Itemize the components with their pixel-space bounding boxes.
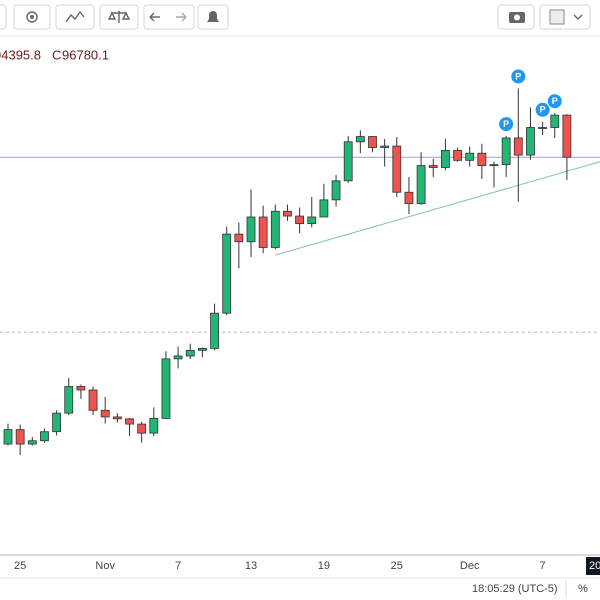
candle-body xyxy=(465,152,475,161)
candle-body xyxy=(416,165,426,205)
current-date-box xyxy=(586,557,600,575)
candle-body xyxy=(283,210,292,217)
indicators-button[interactable] xyxy=(55,4,95,30)
readout-close: 96780.1 xyxy=(62,47,109,62)
candle-body xyxy=(319,199,329,218)
candle-body xyxy=(125,418,134,425)
candle-body xyxy=(173,355,183,360)
candle-body xyxy=(197,347,207,351)
candle-body xyxy=(27,440,37,445)
candle-body xyxy=(343,141,353,182)
event-marker xyxy=(535,102,550,117)
candle-body xyxy=(526,127,535,156)
candle-body xyxy=(137,423,147,434)
candle-body xyxy=(210,312,219,349)
candle-body xyxy=(222,233,232,314)
candle-body xyxy=(501,137,511,166)
event-marker xyxy=(511,69,526,84)
readout-low: 94395.8 xyxy=(0,47,41,62)
event-marker-label: P xyxy=(503,119,509,129)
candle-body xyxy=(440,149,450,168)
candle-body xyxy=(258,216,268,248)
current-date-label: 20 xyxy=(589,560,600,572)
x-tick-label: 25 xyxy=(14,560,26,572)
candle-body xyxy=(295,215,305,225)
readout-close-prefix: C xyxy=(52,47,61,62)
candle-body xyxy=(562,114,572,158)
x-tick-label: 7 xyxy=(540,560,546,572)
x-tick-label: Dec xyxy=(460,560,480,572)
candle-body xyxy=(513,137,523,156)
candle-body xyxy=(64,386,74,414)
event-marker-label: P xyxy=(515,71,521,81)
candle-body xyxy=(477,152,487,166)
button[interactable] xyxy=(0,4,7,30)
candle-body xyxy=(88,389,98,411)
color-button[interactable] xyxy=(539,4,591,30)
candle-body xyxy=(550,114,560,128)
candle-body xyxy=(234,233,244,243)
x-tick-label: 13 xyxy=(245,560,257,572)
x-tick-label: Nov xyxy=(95,560,115,572)
candle-body xyxy=(246,216,256,243)
event-marker-label: P xyxy=(552,96,558,106)
candle-body xyxy=(538,127,547,129)
candle-body xyxy=(489,164,499,167)
candle-body xyxy=(331,180,341,201)
percent-toggle[interactable]: % xyxy=(578,583,588,595)
trend-line xyxy=(275,161,600,256)
candle-body xyxy=(270,210,280,248)
candle-body xyxy=(149,417,159,434)
candle-body xyxy=(3,429,13,445)
candle-body xyxy=(380,145,390,148)
x-tick-label: 7 xyxy=(175,560,181,572)
candle-body xyxy=(307,216,317,225)
candle-body xyxy=(161,358,171,419)
candle-body xyxy=(76,386,86,391)
event-marker xyxy=(499,117,514,132)
toolbar-buttons xyxy=(0,4,591,30)
x-tick-label: 25 xyxy=(391,560,403,572)
candle-body xyxy=(453,149,462,161)
candle-body xyxy=(404,191,414,205)
event-marker-label: P xyxy=(540,105,546,115)
candle-body xyxy=(392,145,402,193)
event-marker xyxy=(547,94,562,109)
candle-body xyxy=(355,136,365,143)
candle-body xyxy=(40,431,49,442)
x-tick-label: 19 xyxy=(318,560,330,572)
candle-body xyxy=(428,165,438,168)
candle-body xyxy=(185,349,195,357)
candle-body xyxy=(112,416,122,420)
candle-body xyxy=(15,429,25,445)
candle-body xyxy=(100,409,110,418)
undo-redo-button[interactable] xyxy=(143,4,195,30)
candle-body xyxy=(368,136,377,148)
candle-body xyxy=(52,412,61,433)
status-time: 18:05:29 (UTC-5) xyxy=(472,583,558,595)
status-bar xyxy=(0,578,600,600)
